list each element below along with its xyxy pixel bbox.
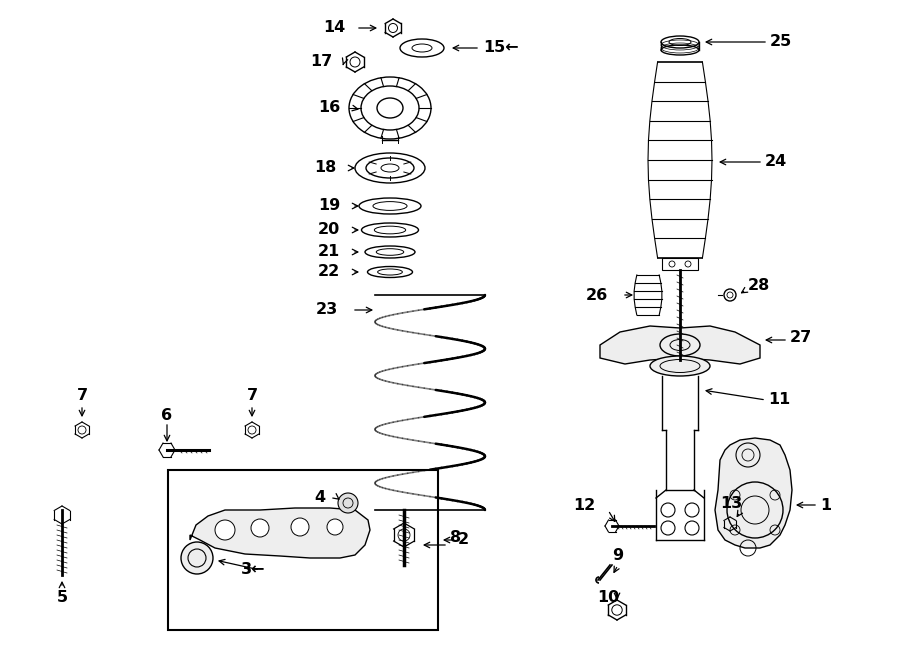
Bar bbox=[662, 258, 698, 270]
Text: 18: 18 bbox=[314, 161, 336, 176]
Text: 19: 19 bbox=[318, 198, 340, 214]
Text: 14: 14 bbox=[323, 20, 345, 36]
Text: 15←: 15← bbox=[483, 40, 518, 56]
Text: 4: 4 bbox=[314, 490, 325, 504]
Circle shape bbox=[181, 542, 213, 574]
Text: 24: 24 bbox=[765, 155, 788, 169]
Text: 8: 8 bbox=[450, 531, 461, 545]
Polygon shape bbox=[715, 438, 792, 548]
Text: 7: 7 bbox=[76, 387, 87, 403]
Ellipse shape bbox=[650, 356, 710, 376]
Circle shape bbox=[327, 519, 343, 535]
Text: 11: 11 bbox=[768, 393, 790, 407]
Text: 7: 7 bbox=[247, 387, 257, 403]
Text: 25: 25 bbox=[770, 34, 792, 50]
Text: 23: 23 bbox=[316, 303, 338, 317]
Text: 16: 16 bbox=[318, 100, 340, 116]
Text: 21: 21 bbox=[318, 245, 340, 260]
Circle shape bbox=[215, 520, 235, 540]
Text: 22: 22 bbox=[318, 264, 340, 280]
Polygon shape bbox=[600, 326, 760, 364]
Text: 12: 12 bbox=[572, 498, 595, 512]
Circle shape bbox=[251, 519, 269, 537]
Text: 13: 13 bbox=[720, 496, 742, 510]
Text: 28: 28 bbox=[748, 278, 770, 293]
Text: 20: 20 bbox=[318, 223, 340, 237]
Text: 9: 9 bbox=[612, 547, 624, 563]
Text: 6: 6 bbox=[161, 407, 173, 422]
Text: 17: 17 bbox=[310, 54, 332, 69]
Text: 2: 2 bbox=[458, 533, 469, 547]
Circle shape bbox=[291, 518, 309, 536]
Bar bbox=[168, 470, 438, 630]
Text: 26: 26 bbox=[586, 288, 608, 303]
Circle shape bbox=[338, 493, 358, 513]
Text: 10: 10 bbox=[597, 590, 619, 605]
Text: 1: 1 bbox=[820, 498, 831, 512]
Text: 3←: 3← bbox=[240, 563, 265, 578]
Text: 27: 27 bbox=[790, 330, 812, 346]
Text: 5: 5 bbox=[57, 590, 68, 605]
Polygon shape bbox=[190, 508, 370, 558]
